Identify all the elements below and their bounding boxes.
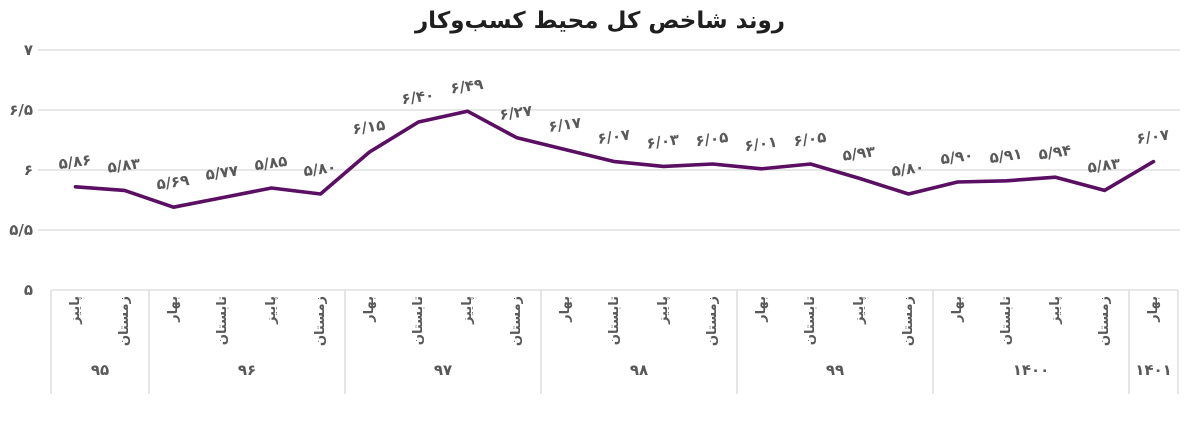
season-label: تابستان: [998, 296, 1014, 346]
data-label: ۶/۱۷: [547, 113, 582, 135]
series-line: [73, 109, 1156, 209]
season-label: بهار: [753, 296, 769, 322]
season-label: تابستان: [606, 296, 622, 346]
data-label: ۶/۰۳: [645, 130, 680, 152]
season-label: بهار: [165, 296, 181, 322]
data-label: ۵/۷۷: [204, 161, 239, 183]
y-axis-tick-label: ۷: [24, 41, 33, 59]
season-label: بهار: [949, 296, 965, 322]
year-group-label: ۹۵: [90, 361, 110, 379]
year-group-label: ۹۸: [629, 361, 649, 379]
data-label: ۶/۰۵: [792, 128, 827, 150]
season-label: زمستان: [508, 296, 524, 347]
year-group-label: ۹۹: [825, 361, 845, 379]
season-label: پاییز: [655, 296, 671, 325]
y-axis-tick-label: ۶: [24, 161, 33, 179]
season-label: زمستان: [1096, 296, 1112, 347]
data-label: ۶/۰۷: [1135, 125, 1170, 147]
season-label: بهار: [1145, 296, 1161, 322]
data-label: ۶/۴۰: [400, 86, 435, 108]
season-label: پاییز: [851, 296, 867, 325]
data-label: ۵/۹۴: [1037, 141, 1072, 163]
year-group-label: ۱۴۰۱: [1135, 361, 1172, 379]
season-label: پاییز: [263, 296, 279, 325]
data-label: ۶/۲۷: [498, 101, 533, 123]
data-label: ۶/۴۹: [449, 75, 484, 97]
season-label: پاییز: [1047, 296, 1063, 325]
season-label: بهار: [557, 296, 573, 322]
y-axis-tick-label: ۵: [24, 281, 33, 299]
y-axis-tick-label: ۶/۵: [9, 101, 33, 119]
data-label: ۵/۸۰: [890, 158, 925, 180]
year-group-label: ۹۷: [433, 361, 453, 379]
y-axis-tick-label: ۵/۵: [9, 221, 33, 239]
data-label: ۵/۸۵: [253, 152, 288, 174]
data-label: ۶/۰۷: [596, 125, 631, 147]
year-group-label: ۱۴۰۰: [1012, 361, 1050, 379]
season-label: زمستان: [116, 296, 132, 347]
season-label: زمستان: [312, 296, 328, 347]
season-label: تابستان: [410, 296, 426, 346]
data-label: ۶/۰۱: [743, 133, 778, 155]
data-label: ۵/۸۳: [106, 154, 141, 176]
data-label: ۶/۱۵: [351, 116, 386, 138]
chart-title: روند شاخص کل محیط کسب‌وکار: [414, 8, 786, 34]
data-label: ۵/۸۰: [302, 158, 337, 180]
year-group-label: ۹۶: [237, 361, 257, 379]
data-label: ۶/۰۵: [694, 128, 729, 150]
data-label: ۵/۹۰: [939, 146, 974, 168]
data-label: ۵/۸۳: [1086, 154, 1121, 176]
season-label: زمستان: [900, 296, 916, 347]
season-label: تابستان: [802, 296, 818, 346]
season-label: تابستان: [214, 296, 230, 346]
season-label: پاییز: [459, 296, 475, 325]
season-label: بهار: [361, 296, 377, 322]
data-label: ۵/۹۱: [988, 145, 1023, 167]
data-label: ۵/۹۳: [841, 142, 876, 164]
data-label: ۵/۶۹: [155, 171, 190, 193]
season-label: پاییز: [67, 296, 83, 325]
data-label: ۵/۸۶: [57, 151, 92, 173]
season-label: زمستان: [704, 296, 720, 347]
